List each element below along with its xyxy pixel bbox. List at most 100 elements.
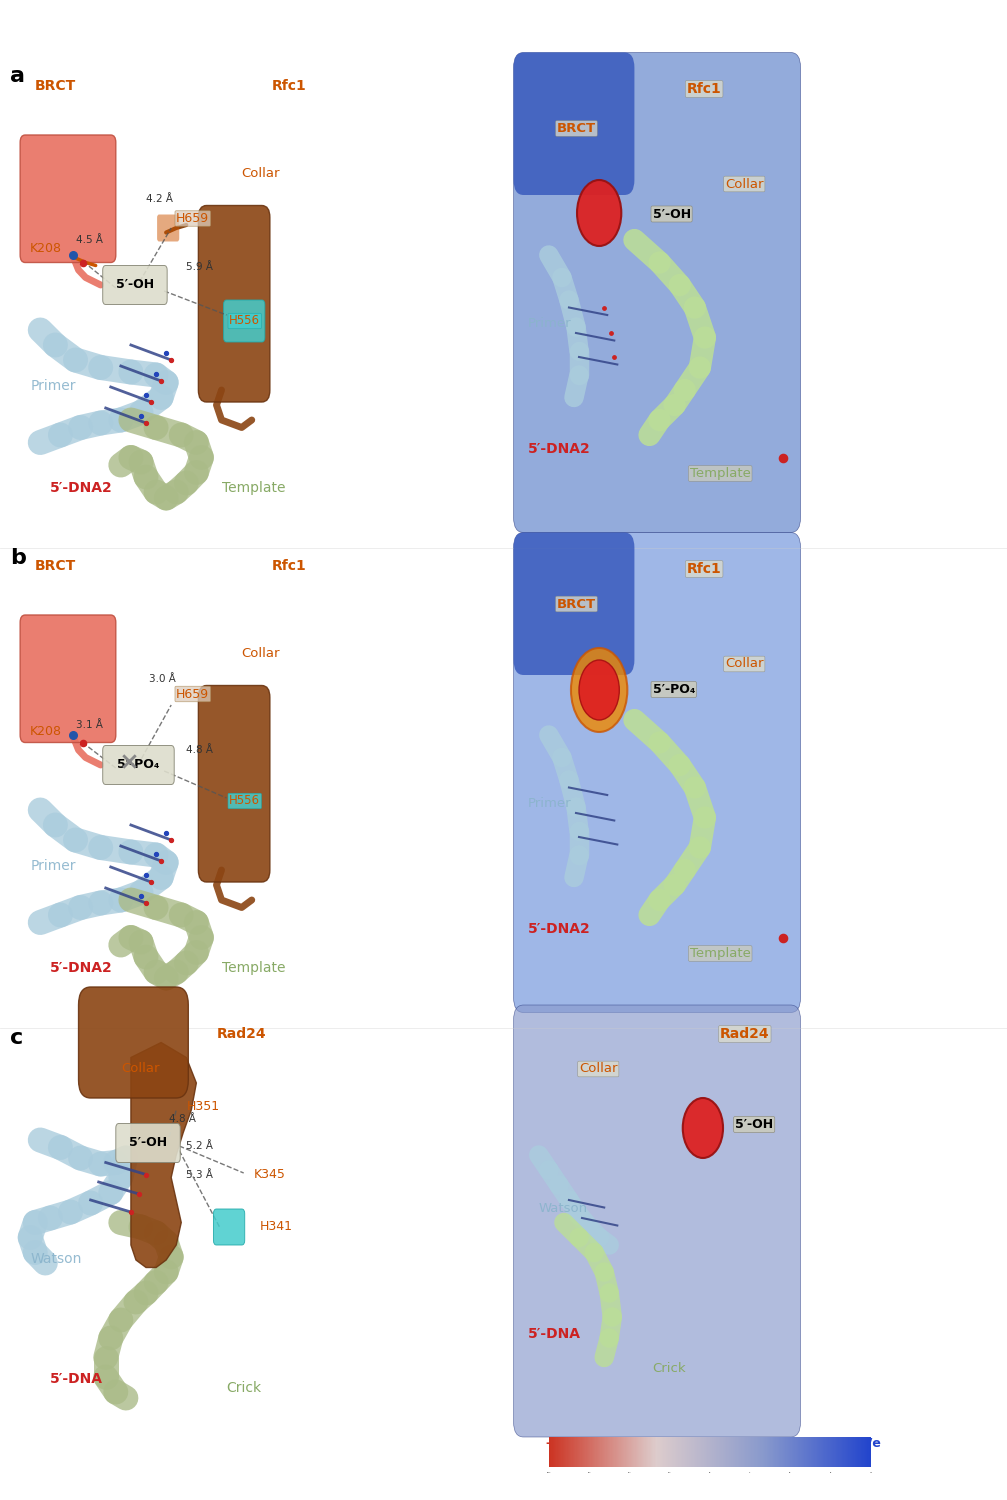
Point xyxy=(596,296,612,320)
Text: Watson: Watson xyxy=(30,1252,82,1266)
Text: Primer: Primer xyxy=(30,380,76,393)
Circle shape xyxy=(683,1098,723,1158)
Text: 4.8 Å: 4.8 Å xyxy=(169,1114,196,1124)
Text: Primer: Primer xyxy=(528,316,571,330)
Text: BRCT: BRCT xyxy=(557,597,596,610)
FancyBboxPatch shape xyxy=(20,135,116,262)
Text: Rfc1: Rfc1 xyxy=(687,562,722,576)
Text: 5′-DNA2: 5′-DNA2 xyxy=(50,962,113,975)
FancyBboxPatch shape xyxy=(213,1209,245,1245)
Point xyxy=(158,340,174,364)
Point xyxy=(603,321,619,345)
Text: Collar: Collar xyxy=(242,166,280,180)
Text: H351: H351 xyxy=(186,1100,220,1113)
Point xyxy=(75,251,91,274)
Text: 5.2 Å: 5.2 Å xyxy=(186,1142,213,1150)
Point xyxy=(153,849,169,873)
Text: 10 kT/e: 10 kT/e xyxy=(829,1437,881,1449)
FancyBboxPatch shape xyxy=(514,532,801,1013)
Text: H341: H341 xyxy=(260,1220,293,1233)
Point xyxy=(775,446,792,470)
Text: Collar: Collar xyxy=(121,1062,159,1076)
Text: 5′-OH: 5′-OH xyxy=(653,207,691,220)
Point xyxy=(121,748,137,772)
FancyBboxPatch shape xyxy=(514,53,801,532)
FancyBboxPatch shape xyxy=(157,214,179,242)
FancyBboxPatch shape xyxy=(514,53,634,195)
Point xyxy=(163,348,179,372)
Point xyxy=(138,862,154,886)
Point xyxy=(153,369,169,393)
Point xyxy=(138,1162,154,1186)
Text: 4.5 Å: 4.5 Å xyxy=(76,236,103,244)
FancyBboxPatch shape xyxy=(79,987,188,1098)
Text: c: c xyxy=(10,1028,23,1047)
Text: 5′-DNA2: 5′-DNA2 xyxy=(50,482,113,495)
Text: Collar: Collar xyxy=(579,1062,617,1076)
Text: 5′-DNA2: 5′-DNA2 xyxy=(528,922,590,936)
Point xyxy=(138,411,154,435)
Polygon shape xyxy=(131,1042,196,1268)
Text: H556: H556 xyxy=(230,795,260,807)
Text: 4.2 Å: 4.2 Å xyxy=(146,195,173,204)
Text: 5′-OH: 5′-OH xyxy=(735,1118,773,1131)
Text: 5.3 Å: 5.3 Å xyxy=(186,1170,213,1179)
Point xyxy=(138,891,154,915)
FancyBboxPatch shape xyxy=(20,615,116,742)
Text: 3.1 Å: 3.1 Å xyxy=(76,720,103,729)
Point xyxy=(143,870,159,894)
Text: 5′-PO₄: 5′-PO₄ xyxy=(653,682,695,696)
Text: Crick: Crick xyxy=(653,1362,686,1376)
Text: 5′-DNA: 5′-DNA xyxy=(50,1372,104,1386)
Point xyxy=(163,828,179,852)
FancyBboxPatch shape xyxy=(198,686,270,882)
Text: 5′-PO₄: 5′-PO₄ xyxy=(117,759,159,771)
FancyBboxPatch shape xyxy=(103,746,174,784)
Point xyxy=(148,362,164,386)
Text: Collar: Collar xyxy=(725,657,763,670)
Text: BRCT: BRCT xyxy=(35,560,77,573)
Point xyxy=(133,404,149,427)
Text: Primer: Primer xyxy=(528,796,571,810)
Text: Rad24: Rad24 xyxy=(217,1028,266,1041)
Text: BRCT: BRCT xyxy=(35,80,77,93)
Text: H659: H659 xyxy=(176,687,209,700)
Text: Rfc1: Rfc1 xyxy=(272,560,307,573)
Circle shape xyxy=(577,180,621,246)
Text: Rfc1: Rfc1 xyxy=(687,82,722,96)
Text: b: b xyxy=(10,548,26,567)
Text: Crick: Crick xyxy=(227,1382,262,1395)
Text: Template: Template xyxy=(222,962,285,975)
Text: Watson: Watson xyxy=(539,1202,588,1215)
FancyBboxPatch shape xyxy=(514,532,634,675)
Text: 3.0 Å: 3.0 Å xyxy=(149,675,176,684)
Point xyxy=(64,243,81,267)
Text: 5′-OH: 5′-OH xyxy=(129,1137,167,1149)
Text: 5′-OH: 5′-OH xyxy=(116,279,154,291)
FancyBboxPatch shape xyxy=(224,300,265,342)
Point xyxy=(133,884,149,908)
Point xyxy=(775,926,792,950)
Text: 4.8 Å: 4.8 Å xyxy=(186,746,213,754)
Point xyxy=(138,382,154,406)
Point xyxy=(75,730,91,754)
Text: Template: Template xyxy=(222,482,285,495)
Circle shape xyxy=(579,660,619,720)
Text: -10 kT/e: -10 kT/e xyxy=(546,1437,603,1449)
Text: H659: H659 xyxy=(176,211,209,225)
Point xyxy=(148,842,164,866)
FancyBboxPatch shape xyxy=(198,206,270,402)
Point xyxy=(143,390,159,414)
Text: Rfc1: Rfc1 xyxy=(272,80,307,93)
Point xyxy=(158,821,174,844)
Text: BRCT: BRCT xyxy=(557,122,596,135)
Text: a: a xyxy=(10,66,25,86)
Text: K345: K345 xyxy=(254,1167,286,1180)
Point xyxy=(64,723,81,747)
Text: H556: H556 xyxy=(230,315,260,327)
Text: 5.9 Å: 5.9 Å xyxy=(186,262,213,272)
Text: K208: K208 xyxy=(30,724,62,738)
Point xyxy=(123,1200,139,1224)
Text: 5′-DNA: 5′-DNA xyxy=(528,1328,581,1341)
Text: K208: K208 xyxy=(30,242,62,255)
